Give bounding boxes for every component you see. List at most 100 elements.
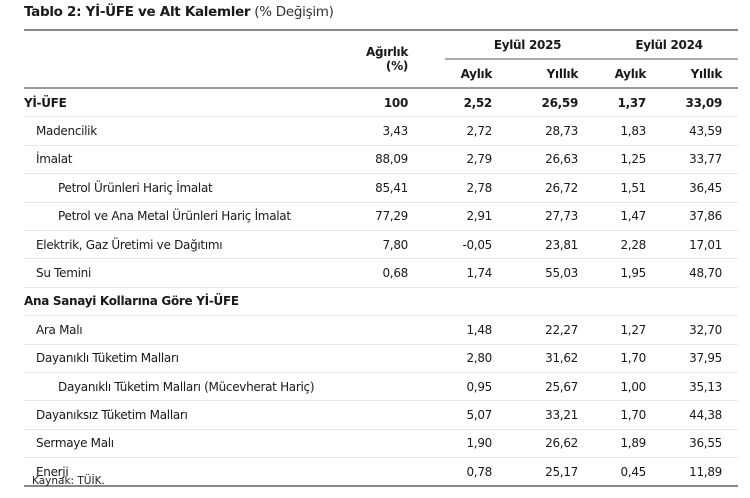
cell-annual-2025: 33,21 xyxy=(520,400,600,430)
cell-label: Dayanıksız Tüketim Malları xyxy=(24,400,345,430)
table-row: Enerji 0,78 25,17 0,45 11,89 xyxy=(24,457,738,488)
cell-monthly-2025 xyxy=(445,287,520,317)
cell-monthly-2024: 2,28 xyxy=(600,230,670,260)
cell-label: Madencilik xyxy=(24,116,345,146)
cell-label: Su Temini xyxy=(24,258,345,288)
cell-annual-2024: 33,09 xyxy=(670,88,738,118)
cell-label: Sermaye Malı xyxy=(24,429,345,459)
cell-monthly-2025: 2,79 xyxy=(445,145,520,175)
table-title: Tablo 2: Yİ-ÜFE ve Alt Kalemler (% Değiş… xyxy=(24,4,334,20)
cell-weight: 85,41 xyxy=(345,173,445,203)
cell-weight: 88,09 xyxy=(345,145,445,175)
cell-weight: 77,29 xyxy=(345,202,445,231)
cell-weight xyxy=(345,315,445,345)
cell-monthly-2024: 1,25 xyxy=(600,145,670,175)
table-row: Elektrik, Gaz Üretimi ve Dağıtımı 7,80 -0,… xyxy=(24,230,738,260)
cell-monthly-2024: 1,70 xyxy=(600,400,670,430)
table-row: Dayanıklı Tüketim Malları 2,80 31,62 1,70 37… xyxy=(24,344,738,373)
table-row: Su Temini 0,68 1,74 55,03 1,95 48,70 xyxy=(24,258,738,288)
cell-annual-2024: 44,38 xyxy=(670,400,738,430)
cell-weight xyxy=(345,287,445,317)
cell-annual-2025: 23,81 xyxy=(520,230,600,260)
table-row: Sermaye Malı 1,90 26,62 1,89 36,55 xyxy=(24,429,738,459)
cell-weight: 7,80 xyxy=(345,230,445,260)
cell-annual-2024: 37,95 xyxy=(670,344,738,373)
table-title-unit: (% Değişim) xyxy=(254,4,334,20)
header-weight: Ağırlık (%) xyxy=(345,29,445,89)
cell-label: Petrol ve Ana Metal Ürünleri Hariç İmala… xyxy=(24,202,345,231)
cell-annual-2024: 32,70 xyxy=(670,315,738,345)
cell-annual-2025: 25,67 xyxy=(520,372,600,402)
header-label-blank xyxy=(24,29,345,89)
cell-monthly-2024 xyxy=(600,287,670,317)
header-annual-2025: Yıllık xyxy=(520,59,600,89)
cell-monthly-2025: -0,05 xyxy=(445,230,520,260)
cell-annual-2025: 22,27 xyxy=(520,315,600,345)
cell-annual-2025: 26,62 xyxy=(520,429,600,459)
cell-monthly-2025: 5,07 xyxy=(445,400,520,430)
cell-monthly-2024: 1,00 xyxy=(600,372,670,402)
header-monthly-2024: Aylık xyxy=(600,59,670,89)
cell-monthly-2025: 1,74 xyxy=(445,258,520,288)
cell-monthly-2024: 1,51 xyxy=(600,173,670,203)
cell-annual-2025: 26,63 xyxy=(520,145,600,175)
cell-annual-2024: 36,55 xyxy=(670,429,738,459)
cell-annual-2024: 11,89 xyxy=(670,457,738,488)
table-row: Petrol Ürünleri Hariç İmalat 85,41 2,78 26,… xyxy=(24,173,738,203)
cell-label: İmalat xyxy=(24,145,345,175)
table-row: Dayanıklı Tüketim Malları (Mücevherat Ha… xyxy=(24,372,738,402)
table-body: Yİ-ÜFE 100 2,52 26,59 1,37 33,09 Madencilik 3,4… xyxy=(24,88,738,488)
cell-annual-2024: 33,77 xyxy=(670,145,738,175)
cell-annual-2025 xyxy=(520,287,600,317)
ufe-table: Ağırlık (%) Eylül 2025 Eylül 2024 Aylık … xyxy=(24,29,738,488)
cell-label: Petrol Ürünleri Hariç İmalat xyxy=(24,173,345,203)
cell-annual-2025: 31,62 xyxy=(520,344,600,373)
cell-monthly-2025: 2,72 xyxy=(445,116,520,146)
cell-monthly-2024: 1,70 xyxy=(600,344,670,373)
header-annual-2024: Yıllık xyxy=(670,59,738,89)
cell-annual-2025: 28,73 xyxy=(520,116,600,146)
header-row-types: Aylık Yıllık Aylık Yıllık xyxy=(24,59,738,89)
source-note: Kaynak: TÜİK. xyxy=(32,475,105,487)
header-monthly-2025: Aylık xyxy=(445,59,520,89)
header-period-2024: Eylül 2024 xyxy=(600,29,738,60)
cell-monthly-2025: 0,78 xyxy=(445,457,520,488)
cell-weight xyxy=(345,372,445,402)
cell-label: Dayanıklı Tüketim Malları (Mücevherat Ha… xyxy=(24,372,345,402)
cell-monthly-2024: 1,27 xyxy=(600,315,670,345)
cell-label: Elektrik, Gaz Üretimi ve Dağıtımı xyxy=(24,230,345,260)
cell-label: Ana Sanayi Kollarına Göre Yİ-ÜFE xyxy=(24,287,345,317)
header-row-periods: Ağırlık (%) Eylül 2025 Eylül 2024 xyxy=(24,29,738,89)
table-row: Madencilik 3,43 2,72 28,73 1,83 43,59 xyxy=(24,116,738,146)
cell-label: Dayanıklı Tüketim Malları xyxy=(24,344,345,373)
cell-annual-2025: 26,72 xyxy=(520,173,600,203)
cell-annual-2025: 26,59 xyxy=(520,88,600,118)
cell-monthly-2025: 2,80 xyxy=(445,344,520,373)
cell-monthly-2024: 0,45 xyxy=(600,457,670,488)
table-row: İmalat 88,09 2,79 26,63 1,25 33,77 xyxy=(24,145,738,175)
cell-weight xyxy=(345,344,445,373)
cell-monthly-2025: 1,90 xyxy=(445,429,520,459)
cell-annual-2024: 35,13 xyxy=(670,372,738,402)
cell-monthly-2024: 1,47 xyxy=(600,202,670,231)
cell-weight xyxy=(345,429,445,459)
cell-monthly-2024: 1,83 xyxy=(600,116,670,146)
table-row: Ana Sanayi Kollarına Göre Yİ-ÜFE xyxy=(24,287,738,317)
cell-monthly-2024: 1,37 xyxy=(600,88,670,118)
cell-label: Yİ-ÜFE xyxy=(24,88,345,118)
cell-monthly-2025: 0,95 xyxy=(445,372,520,402)
cell-annual-2025: 55,03 xyxy=(520,258,600,288)
table-row: Petrol ve Ana Metal Ürünleri Hariç İmala… xyxy=(24,202,738,231)
table-row: Dayanıksız Tüketim Malları 5,07 33,21 1,70 4… xyxy=(24,400,738,430)
cell-monthly-2025: 1,48 xyxy=(445,315,520,345)
cell-annual-2024 xyxy=(670,287,738,317)
cell-annual-2025: 27,73 xyxy=(520,202,600,231)
cell-weight xyxy=(345,400,445,430)
cell-annual-2025: 25,17 xyxy=(520,457,600,488)
cell-monthly-2024: 1,89 xyxy=(600,429,670,459)
cell-annual-2024: 43,59 xyxy=(670,116,738,146)
cell-monthly-2025: 2,91 xyxy=(445,202,520,231)
cell-annual-2024: 17,01 xyxy=(670,230,738,260)
cell-weight: 100 xyxy=(345,88,445,118)
cell-annual-2024: 36,45 xyxy=(670,173,738,203)
